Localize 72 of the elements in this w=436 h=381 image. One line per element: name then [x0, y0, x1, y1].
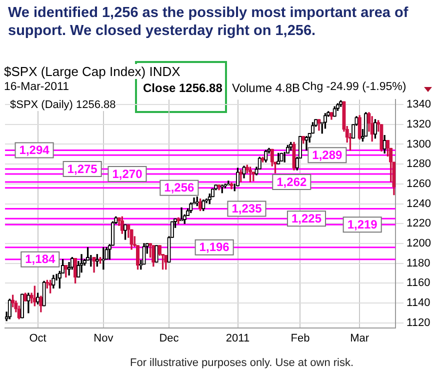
candlestick — [23, 292, 28, 302]
candlestick — [242, 166, 246, 178]
ref-line-label: 1,289 — [312, 148, 343, 162]
y-tick-label: 1220 — [406, 218, 432, 230]
x-tick-label: 2011 — [226, 332, 250, 344]
candlestick — [92, 257, 96, 273]
y-tick-label: 1180 — [406, 257, 430, 270]
candlestick — [217, 184, 221, 190]
candlestick — [264, 150, 268, 162]
candlestick — [373, 119, 378, 139]
y-tick-label: 1300 — [406, 138, 432, 150]
y-tick-label: 1320 — [406, 118, 432, 130]
y-tick-label: 1140 — [406, 297, 430, 310]
candlestick — [317, 119, 321, 131]
candlestick — [42, 280, 46, 306]
chart-title: We identified 1,256 as the possibly most important area of support. We closed yesterday right on 1,256. — [8, 4, 410, 40]
y-tick-label: 1260 — [406, 178, 432, 190]
candlestick — [152, 245, 156, 267]
ref-line-label: 1,196 — [199, 240, 230, 254]
candlestick — [280, 152, 284, 162]
x-tick-label: Mar — [350, 332, 370, 344]
y-tick-label: 1120 — [406, 316, 430, 329]
y-tick-label: 1160 — [406, 277, 430, 290]
text: 16-Mar-2011 — [4, 81, 69, 93]
candlestick — [170, 221, 174, 238]
text: Volume 4.8B — [232, 81, 300, 95]
x-tick-label: Oct — [29, 332, 46, 344]
candlestick — [64, 264, 68, 278]
text: $SPX (Large Cap Index) INDX — [4, 64, 180, 79]
candlestick — [292, 142, 296, 170]
candlestick — [36, 292, 40, 304]
candlestick — [330, 112, 334, 120]
candlestick — [239, 170, 243, 182]
candlestick — [130, 229, 134, 250]
y-tick-label: 1240 — [406, 198, 432, 210]
ref-line-label: 1,219 — [347, 217, 378, 232]
candlestick — [52, 274, 56, 288]
candlestick — [230, 182, 234, 190]
x-tick-label: Dec — [159, 332, 180, 344]
candlestick — [358, 115, 362, 140]
ref-line-label: 1,262 — [276, 174, 307, 189]
candlestick — [39, 296, 43, 312]
candlestick — [248, 166, 252, 182]
ref-line-label: 1,275 — [67, 162, 98, 176]
ref-line-label: 1,294 — [19, 143, 50, 158]
candlestick — [20, 294, 24, 318]
ref-line-label: 1,270 — [112, 166, 143, 181]
candlestick — [392, 162, 396, 196]
annotation: $SPX (Daily) 1256.88 — [10, 99, 116, 111]
candlestick — [382, 134, 386, 154]
text: Chg -24.99 (-1.95%) — [302, 81, 406, 93]
ref-line-label: 1,235 — [232, 202, 262, 216]
candlestick — [73, 258, 78, 284]
candlestick — [154, 245, 158, 263]
candlestick — [226, 180, 230, 186]
ref-line-label: 1,225 — [291, 211, 322, 226]
candlestick — [332, 106, 336, 117]
candlestick — [32, 286, 37, 306]
candlestick — [26, 292, 30, 314]
text: For illustrative purposes only. Use at own risk. — [130, 357, 354, 369]
y-tick-label: 1200 — [406, 237, 432, 250]
ref-line-label: 1,184 — [25, 252, 56, 266]
ref-line-label: 1,256 — [164, 180, 195, 195]
y-tick-label: 1340 — [406, 98, 432, 111]
x-tick-label: Feb — [290, 332, 310, 344]
candlestick — [8, 298, 12, 320]
x-tick-label: Nov — [94, 332, 114, 344]
candlestick — [380, 124, 384, 152]
candlestick — [158, 245, 162, 256]
text: Close 1256.88 — [143, 81, 222, 95]
y-tick-label: 1280 — [406, 158, 432, 170]
candlestick — [180, 207, 184, 221]
